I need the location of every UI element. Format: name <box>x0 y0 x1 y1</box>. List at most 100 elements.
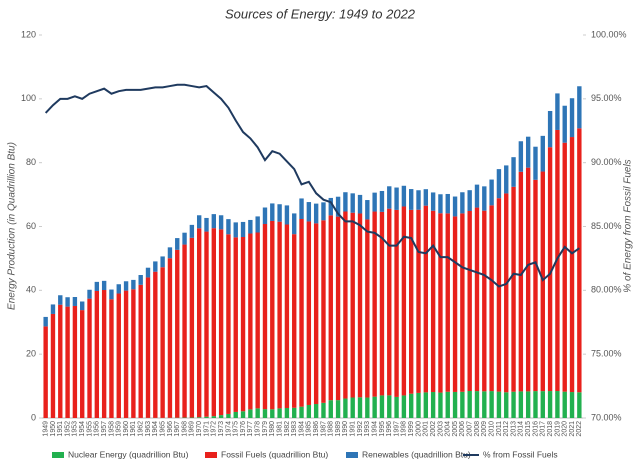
bar-segment <box>292 407 297 418</box>
x-tick-label: 2004 <box>445 421 452 437</box>
bar-segment <box>313 404 319 418</box>
bar-segment <box>182 244 187 418</box>
x-tick-label: 1984 <box>298 421 305 437</box>
x-tick-label: 1985 <box>306 421 313 437</box>
x-tick-label: 1992 <box>357 421 364 437</box>
bar-segment <box>145 267 151 278</box>
bar-segment <box>401 185 407 207</box>
bar-segment <box>116 293 121 418</box>
bar-segment <box>416 190 421 210</box>
bar-segment <box>226 234 231 414</box>
bar-segment <box>270 220 275 410</box>
legend-label: % from Fossil Fuels <box>483 449 558 459</box>
bar-segment <box>204 416 209 418</box>
x-tick-label: 1951 <box>57 421 64 437</box>
bar-segment <box>372 211 377 397</box>
bar-segment <box>387 208 392 396</box>
x-tick-label: 1967 <box>174 421 181 437</box>
bar-segment <box>262 224 268 410</box>
y-tick-label: 80 <box>26 157 36 167</box>
bar-segment <box>430 392 436 418</box>
bar-segment <box>533 146 538 180</box>
bar-segment <box>262 207 268 225</box>
legend-marker <box>205 452 217 458</box>
bar-segment <box>94 290 100 418</box>
bar-segment <box>379 211 385 396</box>
x-tick-label: 1953 <box>72 421 79 437</box>
bar-segment <box>131 289 136 418</box>
x-tick-label: 2003 <box>437 421 444 437</box>
bar-segment <box>474 184 480 208</box>
x-tick-label: 2009 <box>481 421 488 437</box>
bar-segment <box>306 404 312 418</box>
x-tick-label: 1986 <box>313 421 320 437</box>
bar-segment <box>562 391 567 418</box>
y-tick-label: 0 <box>31 412 36 422</box>
x-tick-label: 1969 <box>189 421 196 437</box>
bar-segment <box>365 219 370 398</box>
legend-label: Nuclear Energy (quadrillion Btu) <box>68 449 189 459</box>
bar-segment <box>489 205 494 392</box>
x-tick-label: 2013 <box>510 421 517 437</box>
legend-label: Fossil Fuels (quadrillion Btu) <box>221 449 328 459</box>
bar-segment <box>262 409 268 418</box>
bar-segment <box>496 169 502 199</box>
bar-segment <box>43 326 48 418</box>
bar-segment <box>138 284 143 418</box>
bar-segment <box>306 202 312 222</box>
x-tick-label: 2005 <box>452 421 459 437</box>
bar-segment <box>175 238 180 250</box>
bar-segment <box>321 402 326 418</box>
bar-segment <box>416 209 421 393</box>
x-tick-label: 1979 <box>262 421 269 437</box>
x-tick-label: 2001 <box>423 421 430 437</box>
legend-label: Renewables (quadrillion Btu) <box>362 449 471 459</box>
bar-segment <box>511 186 516 392</box>
bar-segment <box>525 136 531 168</box>
x-tick-label: 2022 <box>576 421 583 437</box>
x-tick-label: 1952 <box>64 421 71 437</box>
bar-segment <box>511 157 516 187</box>
bar-segment <box>292 234 297 408</box>
x-tick-label: 1961 <box>130 421 137 437</box>
bar-segment <box>204 231 209 417</box>
x-tick-label: 1978 <box>255 421 262 437</box>
bar-segment <box>467 390 472 418</box>
x-tick-label: 1974 <box>225 421 232 437</box>
chart-title: Sources of Energy: 1949 to 2022 <box>225 6 416 21</box>
bar-segment <box>321 220 326 403</box>
bar-segment <box>233 222 238 238</box>
bar-segment <box>430 210 436 393</box>
bar-segment <box>379 190 385 212</box>
bar-segment <box>350 193 355 213</box>
bar-segment <box>270 203 275 221</box>
bar-segment <box>467 190 472 211</box>
bar-segment <box>145 277 151 418</box>
bar-segment <box>555 93 560 130</box>
x-tick-label: 1966 <box>167 421 174 437</box>
bar-segment <box>218 229 224 416</box>
x-tick-label: 1991 <box>350 421 357 437</box>
x-tick-label: 1971 <box>203 421 210 437</box>
bar-segment <box>87 289 92 299</box>
bar-segment <box>482 391 487 418</box>
bar-segment <box>540 135 545 172</box>
x-tick-label: 1975 <box>233 421 240 437</box>
bar-segment <box>518 391 524 418</box>
x-tick-label: 1983 <box>291 421 298 437</box>
bar-segment <box>423 205 429 393</box>
y-tick-label: 60 <box>26 221 36 231</box>
x-tick-label: 1998 <box>401 421 408 437</box>
x-tick-label: 1954 <box>79 421 86 437</box>
bar-segment <box>504 165 509 194</box>
bar-segment <box>401 206 407 396</box>
bar-segment <box>116 284 121 294</box>
y2-tick-label: 80.00% <box>591 285 622 295</box>
bar-segment <box>372 396 377 418</box>
bar-segment <box>131 279 136 290</box>
bar-segment <box>518 171 524 392</box>
bar-segment <box>569 392 575 418</box>
bar-segment <box>87 298 92 418</box>
x-tick-label: 2015 <box>525 421 532 437</box>
x-tick-label: 2017 <box>540 421 547 437</box>
